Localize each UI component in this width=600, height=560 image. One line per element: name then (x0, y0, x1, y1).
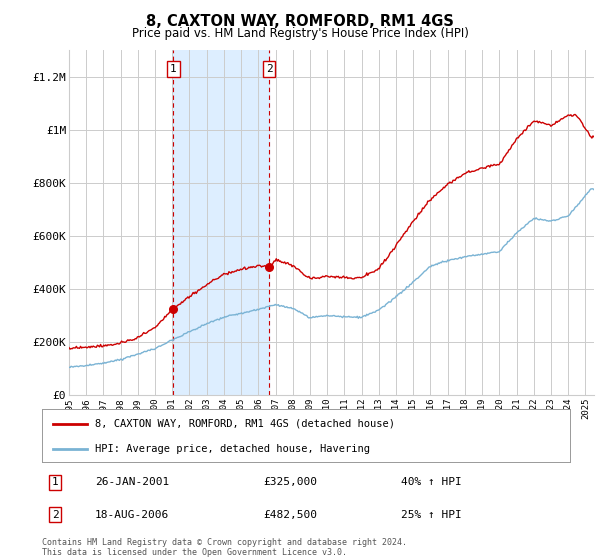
Text: 26-JAN-2001: 26-JAN-2001 (95, 478, 169, 487)
Text: 8, CAXTON WAY, ROMFORD, RM1 4GS: 8, CAXTON WAY, ROMFORD, RM1 4GS (146, 14, 454, 29)
Bar (173, 50, 269, 395)
Text: Contains HM Land Registry data © Crown copyright and database right 2024.
This d: Contains HM Land Registry data © Crown c… (42, 538, 407, 557)
Text: 1: 1 (52, 478, 59, 487)
Text: 2: 2 (266, 64, 272, 74)
Text: 2: 2 (52, 510, 59, 520)
Text: Price paid vs. HM Land Registry's House Price Index (HPI): Price paid vs. HM Land Registry's House … (131, 27, 469, 40)
Text: £325,000: £325,000 (264, 478, 318, 487)
Text: 1: 1 (170, 64, 177, 74)
Text: 8, CAXTON WAY, ROMFORD, RM1 4GS (detached house): 8, CAXTON WAY, ROMFORD, RM1 4GS (detache… (95, 419, 395, 429)
Text: 25% ↑ HPI: 25% ↑ HPI (401, 510, 462, 520)
Text: 40% ↑ HPI: 40% ↑ HPI (401, 478, 462, 487)
Text: £482,500: £482,500 (264, 510, 318, 520)
Text: 18-AUG-2006: 18-AUG-2006 (95, 510, 169, 520)
Text: HPI: Average price, detached house, Havering: HPI: Average price, detached house, Have… (95, 444, 370, 454)
